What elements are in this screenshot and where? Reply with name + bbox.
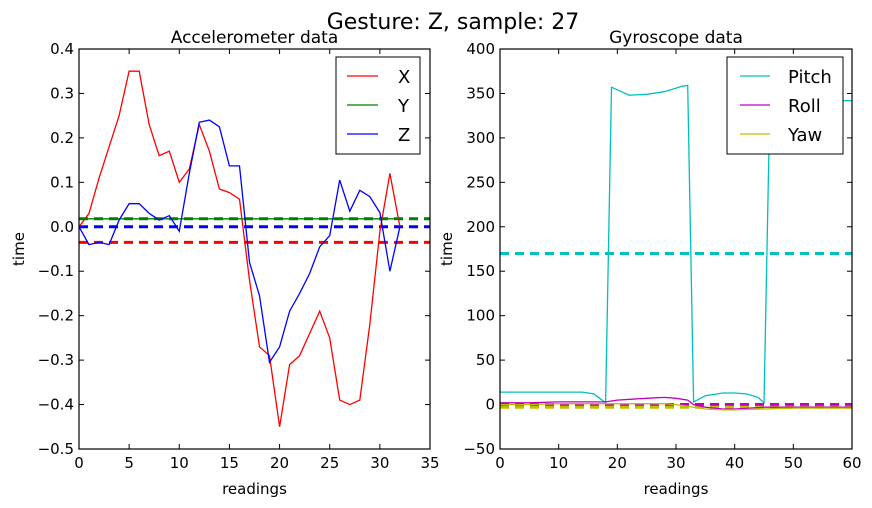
legend: Pitch Roll Yaw — [726, 56, 844, 155]
x-tick-label: 60 — [842, 454, 861, 472]
y-axis-label: time — [438, 232, 456, 266]
x-tick-label: 30 — [666, 454, 685, 472]
x-tick-label: 30 — [370, 454, 389, 472]
y-tick-label: −50 — [463, 440, 495, 458]
y-tick-label: 0 — [485, 396, 495, 414]
series-line-roll — [500, 396, 852, 410]
legend-label-x: X — [398, 67, 410, 88]
chart-title: Accelerometer data — [171, 28, 339, 48]
x-tick-label: 0 — [495, 454, 505, 472]
series-line-x — [79, 70, 401, 427]
y-tick-label: 50 — [476, 351, 495, 369]
y-tick-label: −0.3 — [38, 351, 74, 369]
y-tick-label: 350 — [466, 84, 495, 102]
y-axis-label: time — [10, 232, 28, 266]
x-tick-label: 25 — [320, 454, 339, 472]
y-tick-label: 400 — [466, 40, 495, 58]
figure-suptitle: Gesture: Z, sample: 27 — [327, 10, 580, 35]
legend-label-roll: Roll — [788, 96, 821, 117]
y-tick-label: −0.1 — [38, 262, 74, 280]
plot-area — [500, 84, 852, 411]
x-tick-label: 15 — [220, 454, 239, 472]
plot-frame — [499, 48, 853, 450]
y-tick-label: 250 — [466, 173, 495, 191]
x-tick-label: 10 — [170, 454, 189, 472]
chart-title: Gyroscope data — [609, 28, 743, 48]
x-tick-label: 35 — [420, 454, 439, 472]
y-tick-label: 150 — [466, 262, 495, 280]
y-tick-label: 0.1 — [50, 173, 74, 191]
x-tick-label: 20 — [608, 454, 627, 472]
legend-label-y: Y — [397, 96, 410, 117]
y-tick-label: 0.3 — [50, 84, 74, 102]
legend-label-yaw: Yaw — [787, 125, 822, 146]
series-line-pitch — [500, 84, 852, 405]
x-tick-label: 10 — [549, 454, 568, 472]
y-tick-label: 0.0 — [50, 218, 74, 236]
y-tick-label: −0.4 — [38, 396, 74, 414]
series-line-yaw — [500, 403, 852, 411]
legend: XYZ — [335, 56, 421, 155]
x-tick-label: 0 — [74, 454, 84, 472]
series-line-z — [79, 119, 401, 365]
y-tick-label: 300 — [466, 129, 495, 147]
y-tick-label: 0.4 — [50, 40, 74, 58]
x-tick-label: 5 — [124, 454, 134, 472]
y-tick-label: −0.5 — [38, 440, 74, 458]
y-tick-label: 0.2 — [50, 129, 74, 147]
legend-label-pitch: Pitch — [788, 67, 832, 88]
plot-area — [79, 70, 430, 427]
x-tick-label: 50 — [784, 454, 803, 472]
x-tick-label: 40 — [725, 454, 744, 472]
accelerometer-chart: Accelerometer data 0 5 10 15 20 25 30 35 −0.5 −0.4… — [10, 28, 440, 498]
x-tick-label: 20 — [270, 454, 289, 472]
x-axis-label: readings — [644, 480, 709, 498]
plot-frame — [78, 48, 431, 450]
y-tick-label: 200 — [466, 218, 495, 236]
y-tick-label: 100 — [466, 307, 495, 325]
y-tick-label: −0.2 — [38, 307, 74, 325]
x-axis-label: readings — [222, 480, 287, 498]
legend-label-z: Z — [398, 125, 410, 146]
